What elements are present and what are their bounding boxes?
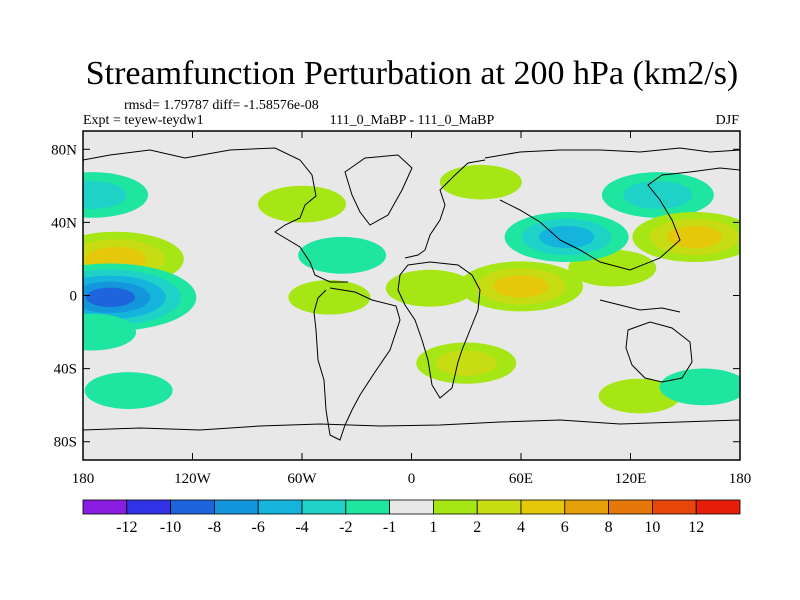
x-tick-label: 180 <box>72 471 95 487</box>
anomaly-4-band-0 <box>258 185 346 223</box>
anomaly-17-band-0 <box>84 372 173 409</box>
colorbar-label: -6 <box>252 519 265 536</box>
colorbar-swatch <box>257 499 303 515</box>
anomaly-13-band-2 <box>666 225 722 249</box>
colorbar-label: 10 <box>644 519 660 536</box>
coastline-europe <box>404 159 486 259</box>
colorbar-label: -4 <box>295 519 308 536</box>
coastline-asia <box>484 147 740 271</box>
anomaly-5-band-0 <box>298 236 387 274</box>
colorbar-label: -12 <box>116 519 137 536</box>
colorbar-label: 4 <box>517 519 525 536</box>
x-tick-label: 60E <box>509 471 533 487</box>
colorbar-swatch <box>126 499 172 515</box>
anomaly-10-band-0 <box>439 164 522 200</box>
coastline-antarctica <box>83 419 740 431</box>
continent-outlines <box>83 147 740 441</box>
anomaly-7-band-0 <box>385 269 474 307</box>
colorbar-label: 6 <box>561 519 569 536</box>
colorbar-swatch <box>345 499 390 515</box>
season-label: DJF <box>716 113 740 128</box>
x-tick-label: 60W <box>287 471 317 487</box>
x-tick-label: 120W <box>174 471 212 487</box>
colorbar-label: 8 <box>605 519 613 536</box>
y-tick-label: 40N <box>51 215 77 231</box>
x-tick-label: 180 <box>729 471 752 487</box>
y-tick-label: 80N <box>51 142 77 158</box>
y-tick-label: 0 <box>70 289 78 305</box>
anomaly-2-band-4 <box>85 287 135 308</box>
colorbar-swatch <box>520 499 566 515</box>
axis-ticks: 180 120W 60W 0 60E 120E 180 80N 40N 0 40S 80S <box>51 131 751 487</box>
anomaly-14-band-1 <box>435 350 498 376</box>
colorbar-swatch <box>564 499 609 515</box>
coastline-north-america <box>83 147 348 283</box>
coastline-australia <box>625 321 693 383</box>
coastline-africa <box>397 261 481 399</box>
anomaly-1-band-1 <box>83 180 127 209</box>
colorbar-label: -10 <box>160 519 181 536</box>
x-tick-label: 0 <box>408 471 416 487</box>
anomaly-16-band-0 <box>659 368 740 406</box>
experiment-label: Expt = teyew-teydw1 <box>83 113 204 128</box>
colorbar-swatch <box>476 499 522 515</box>
colorbar-label: -8 <box>208 519 221 536</box>
y-tick-label: 80S <box>54 435 77 451</box>
coastline-greenland <box>344 154 413 226</box>
colorbar-swatch <box>213 499 259 515</box>
streamfunction-field <box>83 164 740 414</box>
colorbar-label: 1 <box>429 519 437 536</box>
colorbar-swatch <box>652 499 697 515</box>
colorbar-swatch <box>608 499 653 515</box>
y-tick-label: 40S <box>54 362 77 378</box>
anomaly-3-band-0 <box>83 313 137 351</box>
chart-title: Streamfunction Perturbation at 200 hPa (… <box>86 55 739 92</box>
colorbar-swatch <box>301 499 347 515</box>
colorbar-label: -2 <box>339 519 352 536</box>
center-label: 111_0_MaBP - 111_0_MaBP <box>330 113 495 128</box>
anomaly-6-band-0 <box>288 280 371 315</box>
anomaly-12-band-1 <box>623 180 693 209</box>
colorbar-swatch <box>170 499 215 515</box>
colorbar-swatch <box>432 499 478 515</box>
coastline-maritime <box>599 299 681 313</box>
colorbar-swatch <box>82 499 128 515</box>
colorbar-swatch <box>695 499 741 515</box>
anomaly-8-band-2 <box>493 275 549 298</box>
colorbar-label: 12 <box>688 519 704 536</box>
anomaly-11-band-2 <box>539 225 595 249</box>
stats-line: rmsd= 1.79787 diff= -1.58576e-08 <box>124 98 319 113</box>
colorbar-label: -1 <box>383 519 396 536</box>
plot-area: 180 120W 60W 0 60E 120E 180 80N 40N 0 40S 80S <box>51 130 751 487</box>
x-tick-label: 120E <box>615 471 647 487</box>
colorbar-label: 2 <box>473 519 481 536</box>
colorbar-swatch <box>389 499 434 515</box>
colorbar: -12 -10 -8 -6 -4 -2 -1 1 2 4 6 8 10 12 <box>82 499 741 536</box>
